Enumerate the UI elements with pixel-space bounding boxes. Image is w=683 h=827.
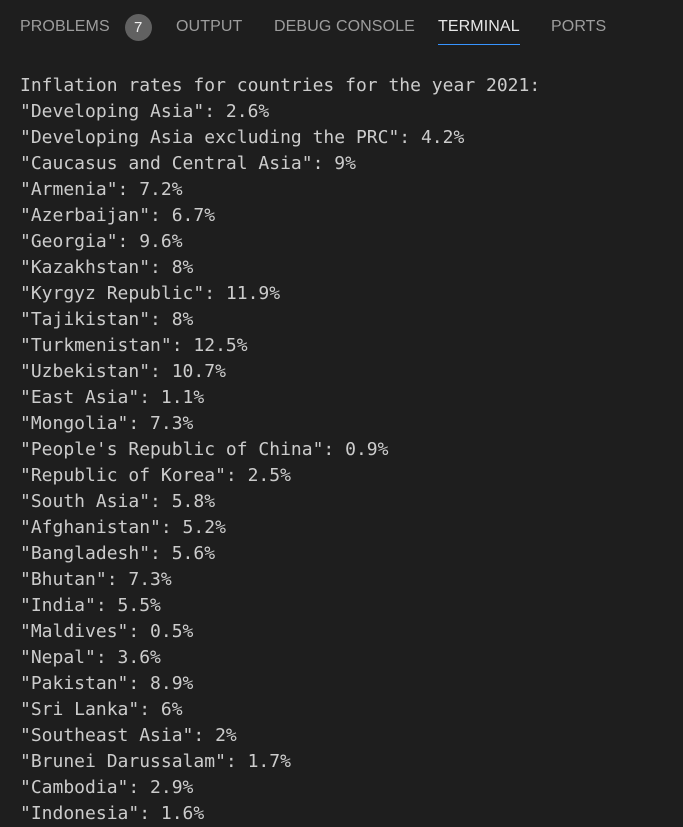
terminal-line: "Georgia": 9.6%	[20, 231, 183, 252]
terminal-line: "Nepal": 3.6%	[20, 647, 161, 668]
tab-ports-label: PORTS	[551, 18, 607, 35]
problems-count-badge: 7	[124, 13, 152, 41]
terminal-line: "Azerbaijan": 6.7%	[20, 205, 216, 226]
terminal-line: "Sri Lanka": 6%	[20, 699, 183, 720]
terminal-line: "Indonesia": 1.6%	[20, 803, 205, 824]
terminal-output[interactable]: Inflation rates for countries for the ye…	[20, 73, 675, 827]
panel-tab-bar: PROBLEMS 7 OUTPUT DEBUG CONSOLE TERMINAL…	[0, 0, 683, 54]
terminal-line: "Kazakhstan": 8%	[20, 257, 194, 278]
terminal-line: "People's Republic of China": 0.9%	[20, 439, 389, 460]
terminal-line: "South Asia": 5.8%	[20, 491, 216, 512]
terminal-line: "Afghanistan": 5.2%	[20, 517, 226, 538]
tab-debug-console-label: DEBUG CONSOLE	[274, 18, 415, 35]
terminal-line: "Uzbekistan": 10.7%	[20, 361, 226, 382]
terminal-line: "Bangladesh": 5.6%	[20, 543, 216, 564]
terminal-line: "Mongolia": 7.3%	[20, 413, 194, 434]
tab-problems-label: PROBLEMS	[20, 18, 110, 35]
terminal-line: "Developing Asia excluding the PRC": 4.2…	[20, 127, 465, 148]
terminal-line: "Developing Asia": 2.6%	[20, 101, 270, 122]
terminal-line: "Brunei Darussalam": 1.7%	[20, 751, 291, 772]
tab-output[interactable]: OUTPUT	[176, 0, 242, 54]
terminal-line: Inflation rates for countries for the ye…	[20, 75, 541, 96]
terminal-line: "Turkmenistan": 12.5%	[20, 335, 248, 356]
terminal-line: "India": 5.5%	[20, 595, 161, 616]
terminal-line: "Kyrgyz Republic": 11.9%	[20, 283, 281, 304]
terminal-line: "Cambodia": 2.9%	[20, 777, 194, 798]
terminal-line: "Pakistan": 8.9%	[20, 673, 194, 694]
terminal-line: "Southeast Asia": 2%	[20, 725, 237, 746]
terminal-line: "Bhutan": 7.3%	[20, 569, 172, 590]
terminal-line: "Maldives": 0.5%	[20, 621, 194, 642]
terminal-line: "Tajikistan": 8%	[20, 309, 194, 330]
tab-output-label: OUTPUT	[176, 18, 243, 35]
terminal-line: "East Asia": 1.1%	[20, 387, 205, 408]
tab-terminal-label: TERMINAL	[438, 18, 520, 35]
tab-terminal[interactable]: TERMINAL	[438, 0, 520, 54]
tab-debug-console[interactable]: DEBUG CONSOLE	[274, 0, 415, 54]
terminal-line: "Republic of Korea": 2.5%	[20, 465, 291, 486]
tab-ports[interactable]: PORTS	[551, 0, 606, 54]
terminal-line: "Armenia": 7.2%	[20, 179, 183, 200]
terminal-line: "Caucasus and Central Asia": 9%	[20, 153, 356, 174]
active-tab-indicator	[438, 44, 520, 45]
tab-problems[interactable]: PROBLEMS 7	[20, 0, 152, 54]
